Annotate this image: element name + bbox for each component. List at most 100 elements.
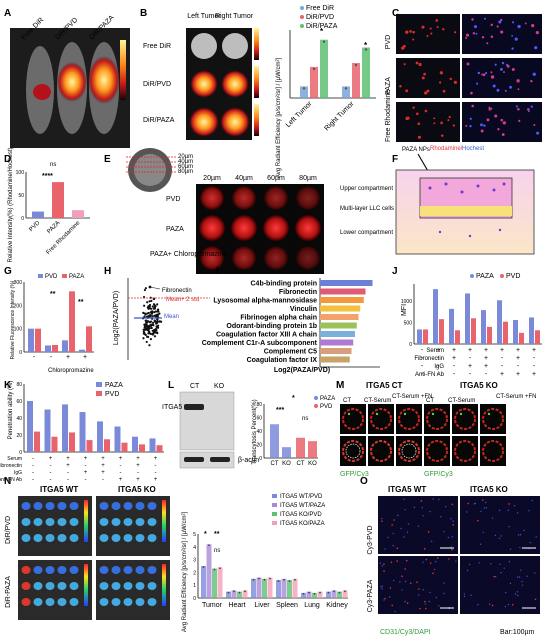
cell-dot (517, 88, 520, 91)
panel-l-band-label: β-actin (238, 457, 259, 464)
cy3-dot (389, 587, 392, 589)
gfp-spot (459, 412, 463, 416)
protein-point (150, 320, 153, 323)
dapi-dot (500, 535, 502, 537)
panel-c-row-label: Free Rhodamine (385, 90, 392, 142)
cell-dot (433, 117, 436, 120)
organ (69, 534, 79, 542)
dapi-dot (474, 502, 477, 505)
panel-b-letter: B (140, 8, 147, 19)
category-label: CT (271, 461, 279, 467)
treatment-sign: + (484, 363, 488, 370)
dapi-dot (422, 589, 425, 591)
cell-dot (472, 32, 476, 35)
category-label: KO (308, 461, 317, 467)
gfp-spot (431, 412, 435, 416)
organ (45, 502, 55, 510)
bar (417, 329, 422, 344)
data-point (302, 592, 305, 595)
dapi-dot (498, 509, 501, 512)
bar (28, 328, 34, 352)
treatment-sign: + (516, 347, 520, 354)
organ (111, 598, 121, 606)
panel-b-row-label: Free DiR (143, 43, 171, 50)
protein-point (143, 315, 146, 318)
tick-label: 100 (16, 170, 25, 176)
treatment-sign: + (119, 477, 123, 483)
organ (147, 534, 157, 542)
cell-dot (492, 84, 496, 88)
cell-dot (530, 79, 533, 83)
tick-label: 0 (21, 216, 24, 222)
panel-e-depth-marker: 80µm (178, 169, 193, 175)
cell-dot (490, 35, 494, 38)
bar (481, 310, 486, 344)
cell-dot (536, 131, 540, 135)
tick-label: 0 (19, 450, 22, 456)
bar (34, 431, 40, 452)
dapi-dot (388, 596, 391, 598)
panel-m-col: CT (426, 398, 434, 404)
legend-wt-paza: ITGA5 WT/PAZA (280, 503, 325, 509)
legend-pvd: PVD (105, 391, 119, 398)
panel-n-row-label: DiR/PVD (5, 516, 12, 544)
cell-dot (417, 135, 421, 139)
dapi-dot (505, 591, 507, 594)
dapi-dot (413, 506, 416, 508)
treatment-sign: - (32, 470, 34, 476)
dapi-dot (417, 594, 420, 596)
treatment-sign: + (468, 347, 472, 354)
cell-dot (504, 89, 507, 92)
panel-o-letter: O (360, 476, 368, 487)
significance-mark: *** (276, 407, 284, 414)
cy3-dot (423, 548, 426, 550)
organ (21, 502, 31, 510)
bar (320, 339, 354, 346)
bar (317, 591, 323, 598)
cy3-dot (396, 560, 398, 562)
panel-m-col: CT-Serum +FN (392, 394, 433, 400)
bar (300, 86, 308, 98)
bar (69, 291, 75, 352)
panel-n-y-axis-label: Avg Radiant Efficiency [p/s/cm²/sr] / [µ… (182, 512, 188, 633)
category-label: Liver (254, 602, 270, 609)
dapi-dot (392, 532, 394, 535)
cell-dot (497, 128, 500, 131)
micrograph (378, 556, 458, 614)
dapi-dot (403, 536, 405, 538)
treatment-sign: - (437, 355, 440, 362)
protein-point (152, 303, 156, 306)
bar (52, 345, 58, 352)
bar (306, 591, 312, 598)
bar (256, 577, 262, 598)
tick-label: 80 (256, 402, 262, 408)
category-label: KO (282, 461, 291, 467)
dapi-dot (516, 512, 519, 514)
spheroid-ring (454, 408, 476, 430)
cell-dot (483, 124, 486, 127)
bar (132, 436, 138, 452)
cell-dot (465, 36, 468, 39)
organ (99, 566, 109, 574)
panel-i-x-axis-label: Log2(PAZA/PVD) (274, 367, 330, 374)
data-point (344, 590, 346, 593)
bar (44, 409, 51, 452)
row-label: Fibronectin (414, 356, 444, 362)
protein-point (148, 344, 151, 347)
spheroid-ring (426, 440, 448, 462)
dapi-dot (507, 509, 509, 512)
cell-dot (481, 73, 483, 76)
cell-dot (469, 124, 472, 128)
cell-dot (488, 108, 491, 111)
protein-point (151, 321, 155, 324)
tick-label: 0 (259, 456, 262, 462)
dapi-dot (517, 534, 520, 536)
bar (231, 590, 237, 598)
treatment-sign: + (436, 347, 440, 354)
row-label: IgG (14, 470, 22, 476)
dapi-dot (404, 580, 407, 583)
bar (281, 578, 287, 598)
dapi-dot (503, 567, 505, 569)
spheroid-ring (398, 440, 420, 462)
protein-point (151, 329, 154, 332)
